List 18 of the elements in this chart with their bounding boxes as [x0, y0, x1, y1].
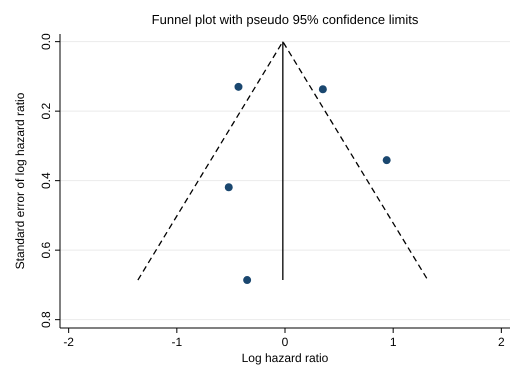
point [318, 85, 327, 94]
y-tick-label: 0.6 [39, 241, 53, 258]
x-tick-label: 2 [498, 335, 505, 349]
y-tick-label: 0.2 [39, 102, 53, 120]
x-tick-label: 0 [282, 335, 289, 349]
x-tick-label: -1 [171, 335, 182, 349]
y-tick-label: 0.8 [39, 310, 53, 328]
y-tick-label: 0.4 [39, 172, 53, 189]
point [243, 276, 252, 284]
point [224, 183, 233, 192]
point [234, 82, 242, 91]
chart-title: Funnel plot with pseudo 95% confidence limits [152, 12, 419, 27]
x-tick-label: 1 [390, 335, 397, 349]
x-tick-label: -2 [63, 335, 74, 349]
y-axis-title: Standard error of log hazard ratio [13, 92, 27, 270]
y-tick-label: 0.0 [39, 32, 53, 50]
x-axis-title: Log hazard ratio [242, 351, 329, 365]
point [382, 156, 391, 164]
